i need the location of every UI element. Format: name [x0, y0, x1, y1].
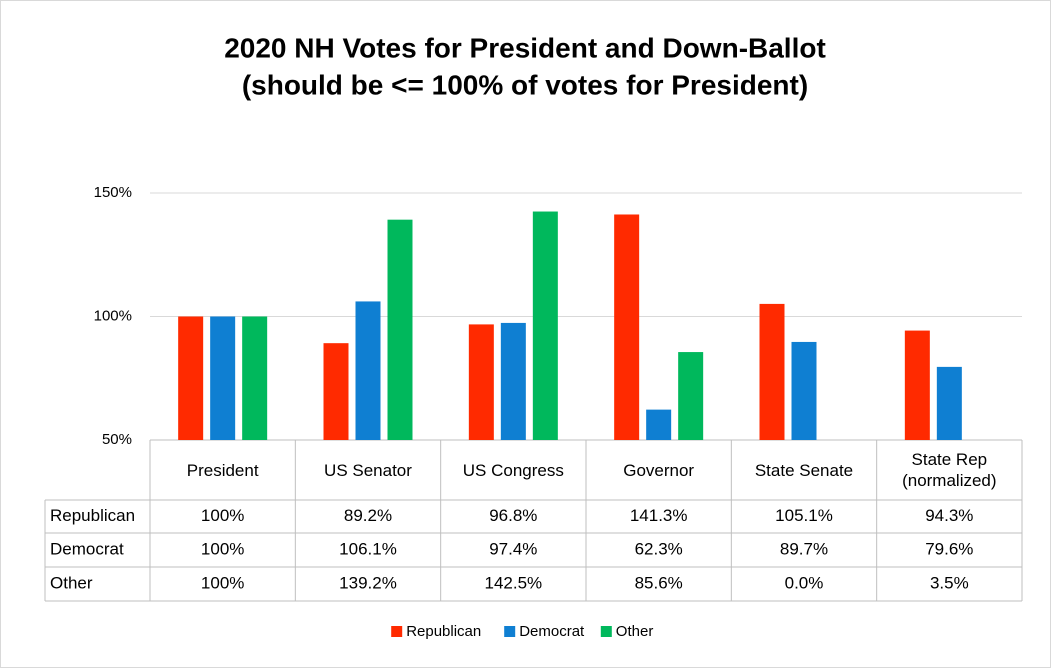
- bar: [323, 343, 349, 440]
- data-label: 89.7%: [780, 539, 828, 558]
- row-label: Republican: [50, 506, 135, 525]
- data-label: 100%: [201, 573, 244, 592]
- data-label: 105.1%: [775, 506, 833, 525]
- data-label: 79.6%: [925, 539, 973, 558]
- category-cell: State Senate: [754, 460, 854, 480]
- data-label: 89.2%: [344, 506, 392, 525]
- data-label: 96.8%: [489, 506, 537, 525]
- row-label: Other: [50, 573, 93, 592]
- data-label: 100%: [201, 506, 244, 525]
- chart-subtitle: (should be <= 100% of votes for Presiden…: [242, 69, 808, 100]
- bar: [532, 211, 558, 440]
- bar: [904, 330, 930, 440]
- data-label: 139.2%: [339, 573, 397, 592]
- category-cell: Governor: [623, 460, 695, 480]
- legend-label: Republican: [406, 623, 481, 640]
- legend-label: Other: [616, 623, 654, 640]
- x-tick-label: State Senate: [754, 460, 854, 480]
- bar: [500, 322, 526, 440]
- y-tick-label: 150%: [94, 184, 132, 201]
- bar: [678, 352, 704, 440]
- bar: [210, 316, 236, 440]
- legend-label: Democrat: [519, 623, 585, 640]
- bar: [791, 341, 817, 440]
- bar: [178, 316, 204, 440]
- data-label: 0.0%: [785, 573, 824, 592]
- category-cell: US Senator: [324, 460, 412, 480]
- legend-swatch: [504, 626, 516, 637]
- data-label: 106.1%: [339, 539, 397, 558]
- data-label: 97.4%: [489, 539, 537, 558]
- category-cell: President: [186, 460, 259, 480]
- x-tick-label: US Congress: [462, 460, 564, 480]
- x-tick-label: President: [186, 460, 259, 480]
- data-label: 3.5%: [930, 573, 969, 592]
- data-label: 100%: [201, 539, 244, 558]
- y-tick-label: 100%: [94, 307, 132, 324]
- bar: [936, 366, 962, 440]
- x-tick-label: State Rep (normalized): [902, 450, 997, 490]
- data-label: 85.6%: [635, 573, 683, 592]
- y-tick-label: 50%: [102, 431, 132, 448]
- data-label: 62.3%: [635, 539, 683, 558]
- data-label: 141.3%: [630, 506, 688, 525]
- chart-title: 2020 NH Votes for President and Down-Bal…: [224, 32, 826, 63]
- row-label: Democrat: [50, 539, 124, 558]
- bar: [759, 303, 785, 440]
- category-cell: State Rep (normalized): [902, 450, 997, 490]
- bar: [355, 301, 381, 440]
- bar: [614, 214, 640, 440]
- bar: [468, 324, 494, 440]
- category-cell: US Congress: [462, 460, 564, 480]
- data-label: 94.3%: [925, 506, 973, 525]
- data-label: 142.5%: [484, 573, 542, 592]
- bar: [646, 409, 672, 440]
- legend-swatch: [600, 626, 612, 637]
- bar: [387, 219, 413, 440]
- x-tick-label: Governor: [623, 460, 695, 480]
- bar: [242, 316, 268, 440]
- legend-swatch: [391, 626, 403, 637]
- x-tick-label: US Senator: [324, 460, 412, 480]
